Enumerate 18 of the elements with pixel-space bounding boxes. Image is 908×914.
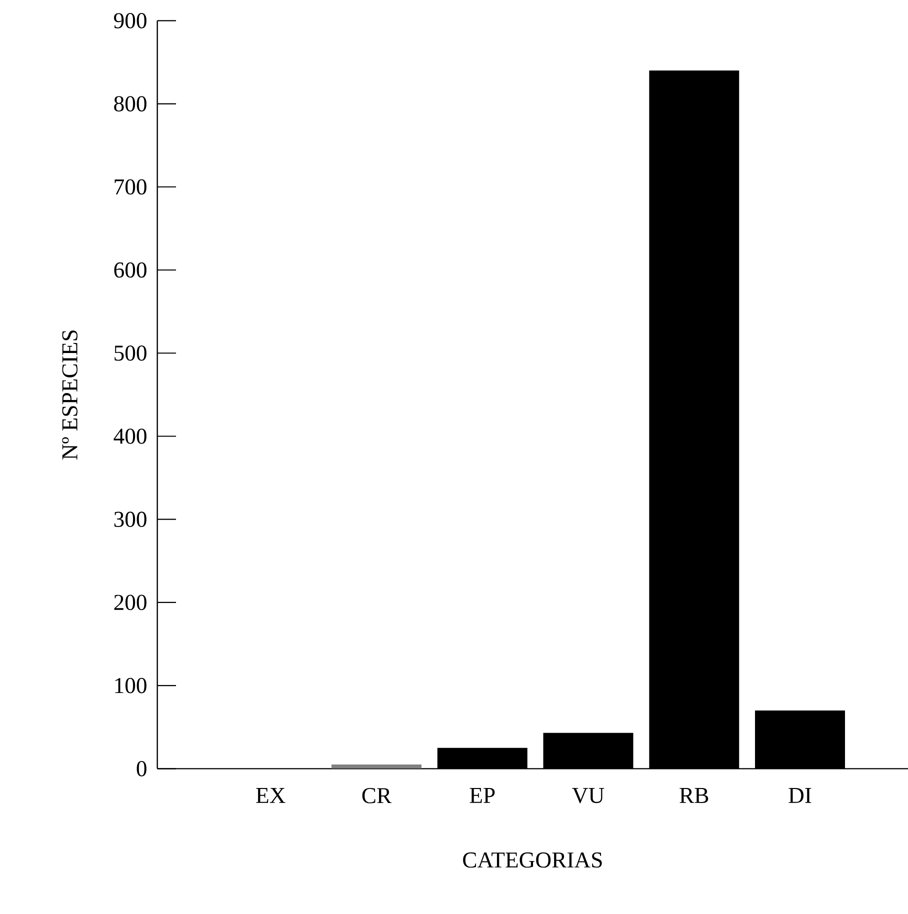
x-tick-label: EP (470, 788, 495, 803)
y-tick-label: 600 (114, 262, 146, 278)
y-tick-label: 500 (114, 345, 146, 361)
y-tick-label: 100 (115, 678, 146, 694)
y-tick-label: 200 (114, 594, 146, 610)
y-tick-label: 900 (114, 13, 146, 28)
y-tick-label: 800 (114, 96, 146, 112)
y-tick-label: 400 (114, 428, 146, 444)
y-tick-label: 300 (114, 512, 146, 527)
x-tick-label: EX (256, 788, 286, 803)
x-axis-title: CATEGORIAS (463, 852, 602, 868)
y-tick-label: 0 (136, 761, 146, 776)
y-axis-title: Nº ESPECIES (62, 330, 78, 460)
x-tick-label: VU (572, 788, 604, 804)
y-tick-label: 700 (114, 179, 146, 195)
x-tick-label: RB (680, 788, 708, 803)
x-tick-label: CR (362, 788, 392, 804)
x-tick-label: DI (788, 788, 812, 803)
